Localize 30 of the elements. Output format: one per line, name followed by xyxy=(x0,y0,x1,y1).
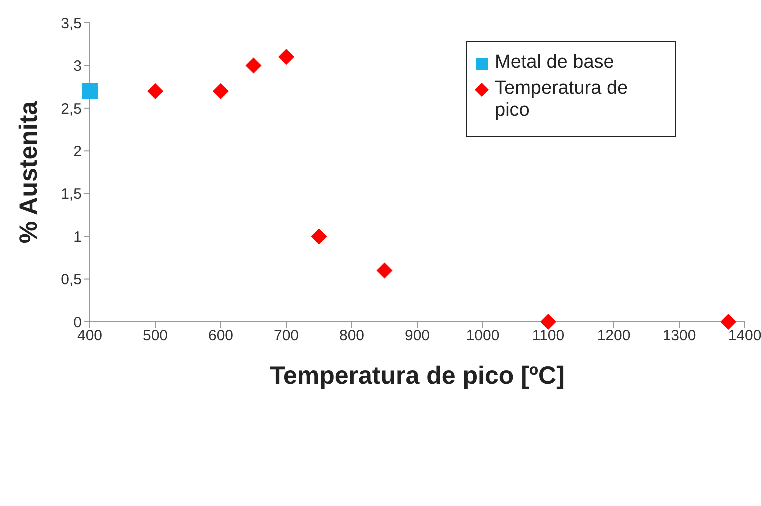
point xyxy=(311,228,328,245)
x-axis-title: Temperatura de pico [ºC] xyxy=(270,362,565,390)
x-tick-label: 600 xyxy=(208,328,234,345)
y-tick-label: 3 xyxy=(74,58,82,76)
point xyxy=(246,58,262,74)
point xyxy=(720,314,737,330)
point xyxy=(82,83,98,100)
x-tick-label: 700 xyxy=(274,328,300,345)
x-tick-label: 500 xyxy=(142,328,168,345)
legend-label: Metal de base xyxy=(495,52,614,74)
point xyxy=(278,49,294,66)
x-tick-label: 900 xyxy=(404,328,430,345)
x-tick-label: 1300 xyxy=(662,328,696,345)
point xyxy=(376,262,393,279)
y-tick-label: 1,5 xyxy=(61,186,82,204)
x-tick-label: 800 xyxy=(339,328,365,345)
y-tick-label: 1 xyxy=(74,228,82,246)
y-tick-label: 2,5 xyxy=(61,100,82,118)
y-axis-title: % Austenita xyxy=(14,100,43,244)
point xyxy=(213,83,229,100)
x-tick-label: 1100 xyxy=(532,328,565,345)
x-tick-label: 1000 xyxy=(466,328,500,345)
x-tick-label: 1200 xyxy=(597,328,631,345)
y-tick-label: 2 xyxy=(74,143,82,160)
legend-label: Temperatura de pico xyxy=(495,78,630,122)
x-tick-label: 1400 xyxy=(728,328,761,345)
point xyxy=(540,314,556,330)
point xyxy=(148,83,164,100)
y-tick-label: 0,5 xyxy=(61,272,82,289)
y-tick-label: 3,5 xyxy=(61,15,82,32)
